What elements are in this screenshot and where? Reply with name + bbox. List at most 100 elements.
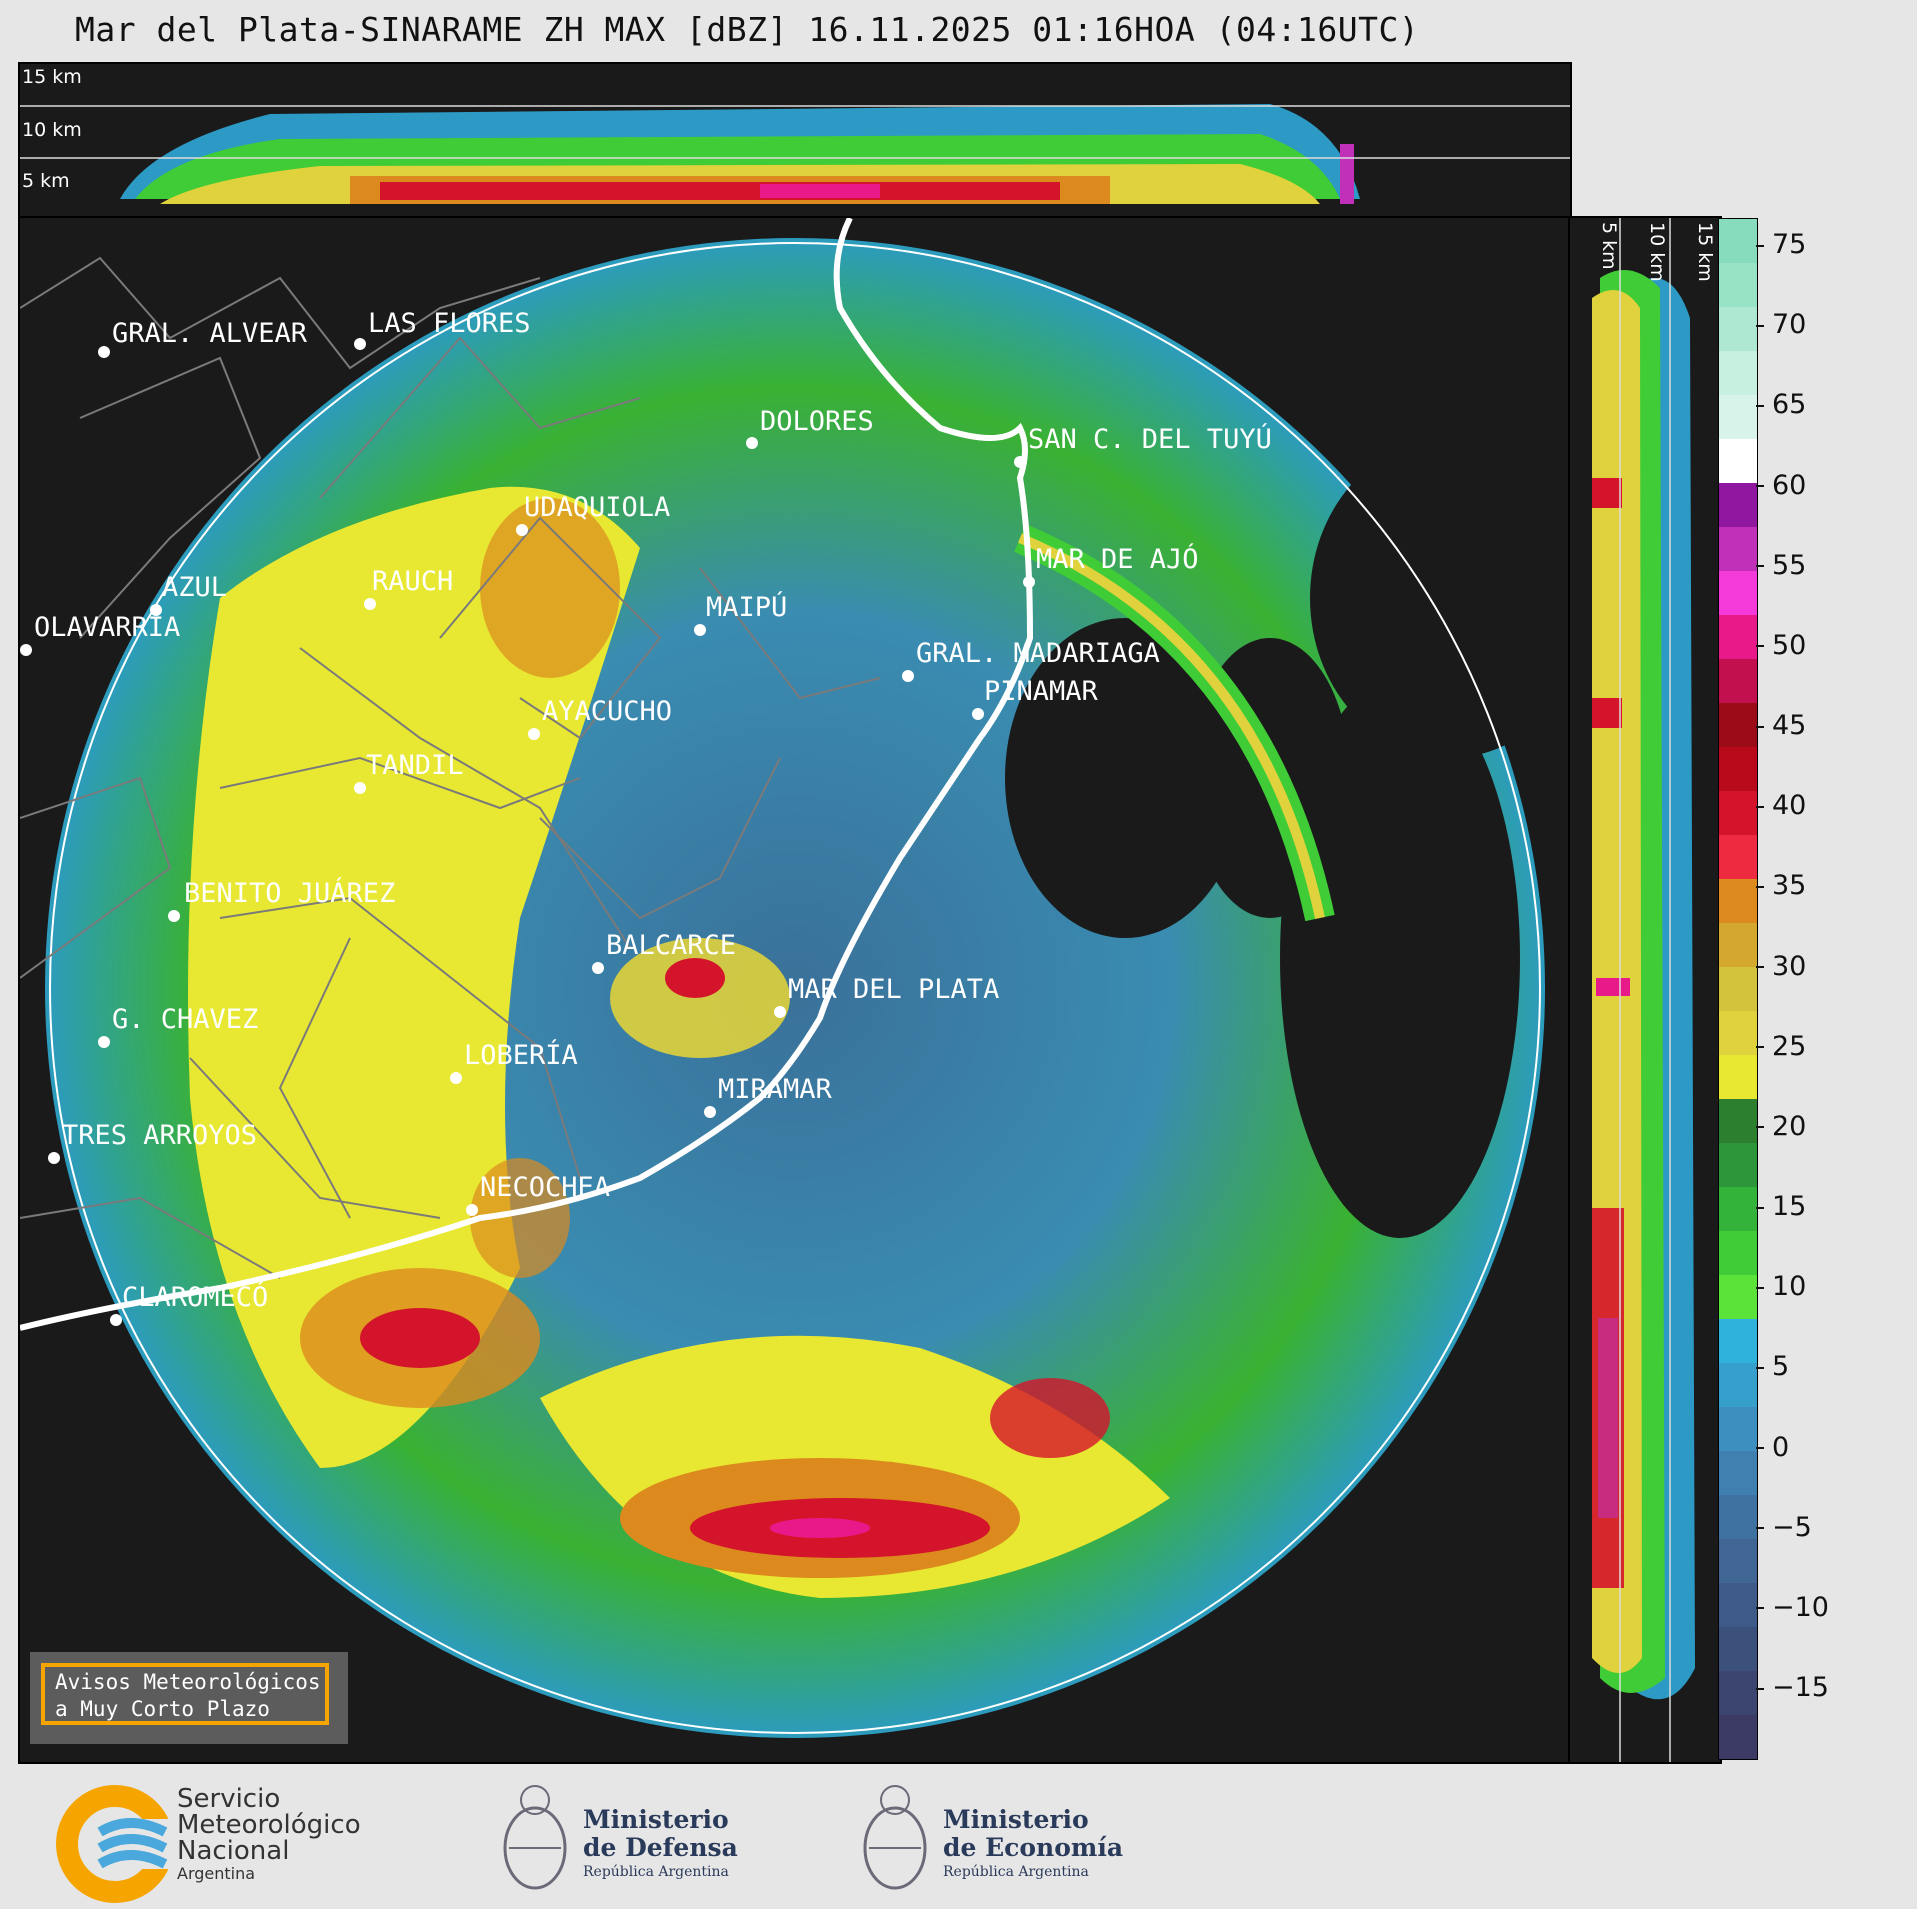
smn-line2: Meteorológico <box>177 1810 361 1840</box>
city-dot-miramar <box>704 1106 716 1118</box>
vheight-label-15: 15 km <box>1694 222 1716 282</box>
city-dot-mar-de-ajo <box>1023 576 1035 588</box>
city-label-miramar: MIRAMAR <box>718 1074 832 1105</box>
city-dot-balcarce <box>592 962 604 974</box>
economia-logo: Ministerio de Economía República Argenti… <box>855 1772 1123 1902</box>
height-label-5: 5 km <box>22 170 70 192</box>
city-label-claromeco: CLAROMECÓ <box>122 1282 269 1313</box>
colorbar-tick-label: −10 <box>1756 1592 1829 1623</box>
smn-logo: Servicio Meteorológico Nacional Argentin… <box>55 1772 395 1903</box>
city-label-tandil: TANDIL <box>366 750 464 781</box>
city-dot-mar-del-plata <box>774 1006 786 1018</box>
defensa-line3: República Argentina <box>583 1864 729 1880</box>
defensa-line2: de Defensa <box>583 1833 738 1862</box>
avisos-badge[interactable]: Avisos Meteorológicos a Muy Corto Plazo <box>30 1652 348 1744</box>
city-label-ayacucho: AYACUCHO <box>542 696 673 727</box>
city-dot-gral-madariaga <box>902 670 914 682</box>
city-dot-pinamar <box>972 708 984 720</box>
avisos-line1: Avisos Meteorológicos <box>55 1670 321 1694</box>
colorbar-tick-label: 30 <box>1755 951 1806 982</box>
city-dot-udaquiola <box>516 524 528 536</box>
city-dot-maipu <box>694 624 706 636</box>
economia-line1: Ministerio <box>943 1805 1089 1834</box>
economia-line2: de Economía <box>943 1833 1124 1862</box>
city-label-benito-juarez: BENITO JUÁREZ <box>184 878 396 909</box>
city-label-pinamar: PINAMAR <box>984 676 1098 707</box>
city-dot-necochea <box>466 1204 478 1216</box>
city-dot-gral-alvear <box>98 346 110 358</box>
radar-reflectivity <box>20 218 1570 1738</box>
radar-map: GRAL. ALVEAR LAS FLORES DOLORES SAN C. D… <box>18 216 1572 1764</box>
smn-text: Servicio Meteorológico Nacional Argentin… <box>177 1786 361 1884</box>
coat-of-arms-icon <box>863 1785 927 1890</box>
smn-line4: Argentina <box>177 1864 256 1883</box>
economia-line3: República Argentina <box>943 1864 1089 1880</box>
colorbar-tick-label: 20 <box>1755 1111 1806 1142</box>
colorbar-tick-label: 45 <box>1755 710 1806 741</box>
city-label-tres-arroyos: TRES ARROYOS <box>62 1120 258 1151</box>
city-dot-olavarria <box>20 644 32 656</box>
city-dot-tres-arroyos <box>48 1152 60 1164</box>
map-title: Mar del Plata-SINARAME ZH MAX [dBZ] 16.1… <box>75 10 1420 49</box>
colorbar-tick-label: −5 <box>1756 1512 1812 1543</box>
city-dot-tandil <box>354 782 366 794</box>
city-label-dolores: DOLORES <box>760 406 874 437</box>
colorbar-tick-label: 0 <box>1755 1432 1789 1463</box>
vheight-label-10: 10 km <box>1646 222 1668 282</box>
side-echo-profile <box>1592 218 1695 1762</box>
city-label-balcarce: BALCARCE <box>606 930 737 961</box>
height-label-15: 15 km <box>22 66 82 88</box>
city-label-mar-de-ajo: MAR DE AJÓ <box>1036 544 1199 575</box>
city-label-las-flores: LAS FLORES <box>368 308 531 339</box>
coastline <box>20 218 1034 1331</box>
city-label-gral-madariaga: GRAL. MADARIAGA <box>916 638 1160 669</box>
city-label-udaquiola: UDAQUIOLA <box>524 492 671 523</box>
colorbar-tick-label: 25 <box>1755 1031 1806 1062</box>
dbz-colorbar <box>1718 218 1758 1760</box>
city-dot-benito-juarez <box>168 910 180 922</box>
economia-text: Ministerio de Economía República Argenti… <box>943 1806 1123 1882</box>
colorbar-tick-label: 35 <box>1755 870 1806 901</box>
defensa-text: Ministerio de Defensa República Argentin… <box>583 1806 738 1882</box>
colorbar-tick-label: 75 <box>1755 229 1806 260</box>
colorbar-tick-label: 15 <box>1755 1191 1806 1222</box>
colorbar-tick-label: 10 <box>1755 1271 1806 1302</box>
city-label-san-c-del-tuyu: SAN C. DEL TUYÚ <box>1028 424 1272 455</box>
colorbar-tick-label: 70 <box>1755 309 1806 340</box>
city-dot-rauch <box>364 598 376 610</box>
colorbar-tick-label: −15 <box>1756 1672 1829 1703</box>
district-boundaries <box>20 256 881 1279</box>
defensa-line1: Ministerio <box>583 1805 729 1834</box>
city-dot-azul <box>150 604 162 616</box>
city-label-gral-alvear: GRAL. ALVEAR <box>112 318 308 349</box>
city-dot-g-chavez <box>98 1036 110 1048</box>
colorbar-tick-label: 50 <box>1755 630 1806 661</box>
side-cross-section: 5 km 10 km 15 km <box>1568 216 1722 1764</box>
smn-line1: Servicio <box>177 1784 281 1814</box>
city-dot-las-flores <box>354 338 366 350</box>
top-cross-section: 15 km 10 km 5 km <box>18 62 1572 218</box>
colorbar-tick-label: 65 <box>1755 389 1806 420</box>
colorbar-tick-label: 60 <box>1755 470 1806 501</box>
top-echo-profile <box>20 104 1570 204</box>
defensa-logo: Ministerio de Defensa República Argentin… <box>495 1772 755 1902</box>
city-label-mar-del-plata: MAR DEL PLATA <box>788 974 1000 1005</box>
city-label-azul: AZUL <box>162 572 228 603</box>
city-label-necochea: NECOCHEA <box>480 1172 611 1203</box>
avisos-line2: a Muy Corto Plazo <box>55 1697 270 1721</box>
city-dot-dolores <box>746 437 758 449</box>
vheight-label-5: 5 km <box>1598 222 1620 270</box>
smn-line3: Nacional <box>177 1836 290 1866</box>
city-label-loberia: LOBERÍA <box>464 1040 578 1071</box>
colorbar-tick-label: 5 <box>1755 1351 1789 1382</box>
city-dot-ayacucho <box>528 728 540 740</box>
coat-of-arms-icon <box>503 1785 567 1890</box>
city-label-rauch: RAUCH <box>372 566 454 597</box>
city-dot-loberia <box>450 1072 462 1084</box>
city-label-g-chavez: G. CHAVEZ <box>112 1004 259 1035</box>
smn-emblem-icon <box>56 1785 175 1903</box>
height-label-10: 10 km <box>22 119 82 141</box>
colorbar-tick-label: 40 <box>1755 790 1806 821</box>
city-label-olavarria: OLAVARRÍA <box>34 612 181 643</box>
colorbar-tick-label: 55 <box>1755 550 1806 581</box>
